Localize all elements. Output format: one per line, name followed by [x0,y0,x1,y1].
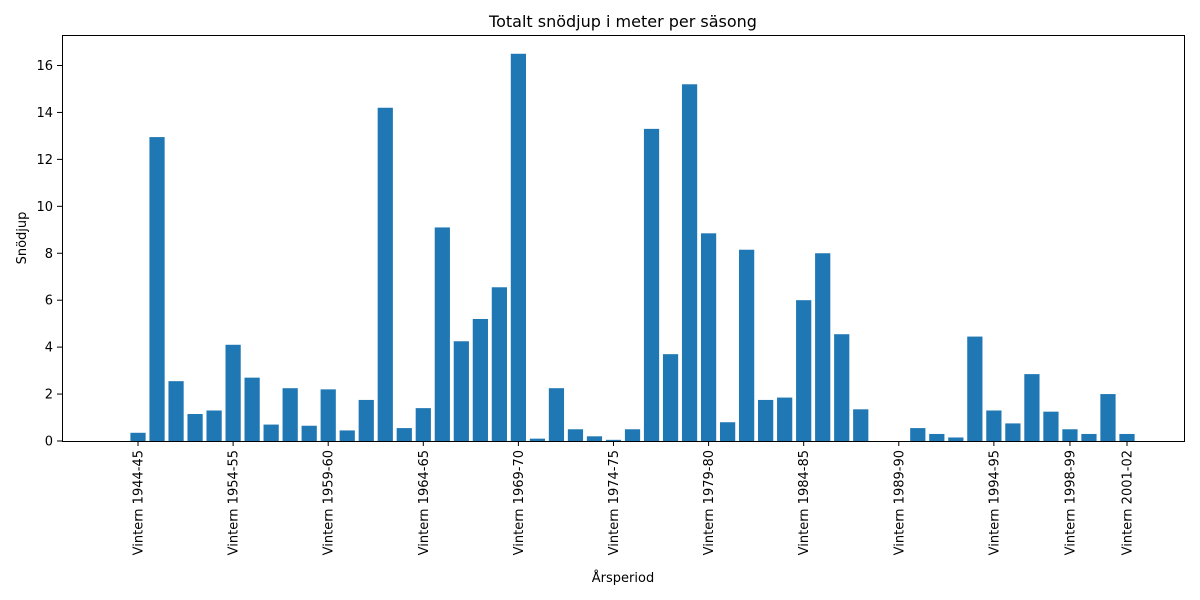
bar [168,381,184,441]
bar [605,439,622,441]
bar [739,249,755,441]
bar [720,422,736,441]
bar [853,409,869,441]
x-tick-label: Vintern 1989-90 [892,450,907,555]
bar [1119,433,1135,441]
y-tick-label: 0 [45,435,53,450]
x-tick-label: Vintern 1954-55 [227,450,242,555]
x-tick-label: Vintern 1994-95 [987,450,1002,555]
bar [206,410,222,441]
y-tick-label: 6 [45,294,53,309]
y-tick-label: 12 [36,153,53,168]
bar [472,318,488,441]
x-tick-label: Vintern 1944-45 [132,450,147,555]
bar [320,389,336,441]
bar [377,107,393,441]
bar [225,344,241,441]
bar [758,399,774,441]
bar [1062,429,1078,441]
bar [130,432,146,441]
bar [643,128,660,441]
bar [929,433,945,441]
x-tick-label: Vintern 1964-65 [417,450,432,555]
bar [967,336,983,441]
y-tick-label: 10 [36,200,53,215]
bar [301,425,317,441]
bar [434,227,450,441]
bar [263,424,279,441]
bar [548,388,565,441]
y-tick-label: 16 [36,59,53,74]
x-axis: Vintern 1944-45 Vintern 1954-55 Vintern 19… [132,441,1136,555]
plot-frame [62,35,1185,442]
bar [187,414,203,441]
x-tick-label: Vintern 2001-02 [1121,450,1136,555]
bar [567,429,584,441]
y-tick-label: 8 [45,247,53,262]
y-axis: 0 2 4 6 8 10 12 14 16 [36,59,62,450]
bar [529,438,546,441]
x-tick-label: Vintern 1959-60 [322,450,337,555]
bar [662,354,679,441]
bar [586,436,603,441]
bar [491,287,507,441]
bar [624,429,641,441]
bar [1005,423,1021,441]
x-axis-label: Årsperiod [592,570,654,586]
bar [1024,374,1040,441]
x-tick-label: Vintern 1998-99 [1063,450,1078,555]
bar [415,408,431,441]
bar [282,388,298,441]
bar [244,377,260,441]
bar [396,428,412,441]
bar [834,334,850,441]
bar [510,53,527,442]
y-tick-label: 14 [36,106,53,121]
bar [1043,411,1059,441]
bars-group [130,53,1135,442]
bar [681,84,698,441]
bar [700,233,717,441]
x-tick-label: Vintern 1969-70 [512,450,527,555]
bar [796,300,812,441]
bar [777,397,793,441]
x-tick-label: Vintern 1974-75 [607,450,622,555]
y-tick-label: 2 [45,388,53,403]
y-tick-label: 4 [45,341,53,356]
bar [453,341,469,441]
x-tick-label: Vintern 1984-85 [797,450,812,555]
bar [986,410,1002,441]
bar [339,430,355,441]
y-axis-label: Snödjup [15,212,30,265]
bar [948,437,964,441]
bar [910,428,926,441]
bar [815,253,831,441]
bar [1100,394,1116,441]
chart-title: Totalt snödjup i meter per säsong [488,12,757,31]
bar [149,137,165,441]
bar [358,399,374,441]
bar [1081,433,1097,441]
x-tick-label: Vintern 1979-80 [702,450,717,555]
